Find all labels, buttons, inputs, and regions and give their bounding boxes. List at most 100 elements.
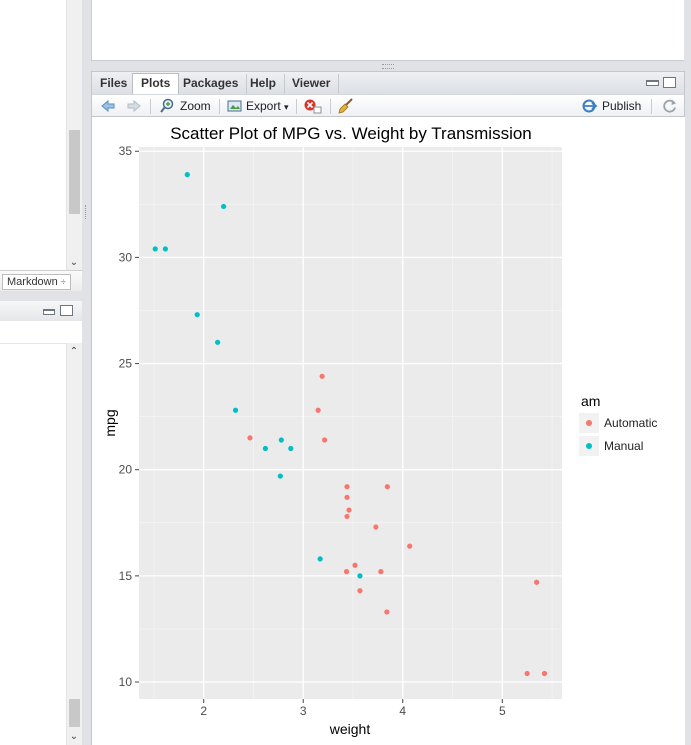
environment-pane[interactable] <box>91 0 685 61</box>
legend-swatch-automatic <box>586 420 592 426</box>
tab-files[interactable]: Files <box>92 74 137 94</box>
console-header <box>0 301 82 322</box>
point-automatic <box>541 670 548 677</box>
point-manual <box>162 246 168 252</box>
point-automatic <box>384 484 390 490</box>
splitter-grip-icon[interactable] <box>382 64 394 69</box>
point-manual <box>221 203 227 210</box>
arrow-left-icon[interactable] <box>100 98 116 114</box>
point-automatic <box>357 588 363 594</box>
tab-label: Packages <box>183 76 239 90</box>
vertical-splitter[interactable] <box>82 0 91 745</box>
caret-down-icon: ▾ <box>284 102 289 112</box>
console-scrollbar[interactable]: ⌃ ⌄ <box>66 343 82 745</box>
legend: am Automatic Manual <box>579 393 657 456</box>
legend-title: am <box>581 393 600 409</box>
y-tick-label: 15 <box>119 569 133 583</box>
right-edge <box>684 0 691 745</box>
point-automatic <box>373 524 379 530</box>
point-automatic <box>352 562 358 568</box>
splitter-grip-icon[interactable] <box>85 205 88 219</box>
publish-label: Publish <box>602 99 642 113</box>
plots-toolbar: Zoom Export ▾ Publish <box>91 94 685 117</box>
minimize-icon[interactable] <box>43 309 55 315</box>
point-manual <box>215 339 221 345</box>
export-label: Export <box>246 99 281 113</box>
tab-help[interactable]: Help <box>242 74 286 94</box>
data-points <box>152 172 548 677</box>
horizontal-splitter[interactable] <box>91 61 685 71</box>
broom-icon[interactable] <box>337 97 355 115</box>
publish-icon <box>582 99 598 113</box>
editor-scrollbar[interactable]: ⌄ <box>66 0 82 270</box>
console-scroll-thumb[interactable] <box>69 699 80 727</box>
point-automatic <box>322 437 328 443</box>
maximize-icon[interactable] <box>663 77 676 88</box>
zoom-icon <box>160 98 174 113</box>
chart-title: Scatter Plot of MPG vs. Weight by Transm… <box>170 124 532 143</box>
pane-tab-bar: Files Plots Packages Help Viewer <box>91 71 685 95</box>
point-manual <box>288 445 294 452</box>
point-automatic <box>378 569 384 575</box>
scroll-down-icon[interactable]: ⌄ <box>69 731 79 742</box>
publish-button[interactable]: Publish <box>602 98 641 114</box>
point-automatic <box>319 373 325 379</box>
scatter-plot: Scatter Plot of MPG vs. Weight by Transm… <box>102 124 657 737</box>
tab-plots[interactable]: Plots <box>132 73 180 95</box>
point-automatic <box>344 484 350 490</box>
x-tick-label: 3 <box>300 704 307 718</box>
file-type-label: Markdown <box>7 276 58 288</box>
point-automatic <box>346 507 352 513</box>
point-manual <box>152 246 158 252</box>
y-tick-label: 10 <box>119 675 133 689</box>
plot-panel <box>139 147 562 699</box>
editor-scroll-thumb[interactable] <box>69 130 80 214</box>
export-button[interactable]: Export ▾ <box>246 98 289 114</box>
point-automatic <box>315 407 321 413</box>
arrow-right-icon[interactable] <box>126 98 142 114</box>
tab-label: Viewer <box>292 76 331 90</box>
point-manual <box>278 437 284 443</box>
zoom-button[interactable]: Zoom <box>180 98 211 114</box>
point-automatic <box>524 670 530 677</box>
selector-arrows-icon: ÷ <box>60 277 66 287</box>
tab-packages[interactable]: Packages <box>175 74 248 94</box>
scroll-up-icon[interactable]: ⌃ <box>69 346 79 357</box>
point-automatic <box>344 513 350 520</box>
tab-label: Files <box>100 76 128 90</box>
tab-label: Help <box>250 76 277 90</box>
point-automatic <box>407 543 413 549</box>
minor-gridlines <box>139 147 562 699</box>
remove-plot-icon[interactable] <box>303 98 323 114</box>
major-gridlines <box>139 147 562 699</box>
y-tick-label: 35 <box>119 144 133 158</box>
editor-status-bar: Markdown ÷ <box>0 270 82 292</box>
maximize-icon[interactable] <box>60 305 73 316</box>
point-automatic <box>247 435 253 441</box>
point-automatic <box>344 494 350 500</box>
file-type-selector[interactable]: Markdown ÷ <box>2 274 71 290</box>
point-manual <box>262 445 269 452</box>
plot-viewer: Scatter Plot of MPG vs. Weight by Transm… <box>91 117 685 745</box>
point-manual <box>194 312 200 318</box>
x-tick-label: 5 <box>499 704 506 718</box>
point-manual <box>232 407 239 413</box>
point-automatic <box>343 569 350 575</box>
x-axis-label: weight <box>329 721 371 737</box>
y-tick-label: 30 <box>119 250 133 264</box>
scroll-down-icon[interactable]: ⌄ <box>69 257 79 268</box>
y-tick-label: 20 <box>119 463 133 477</box>
left-pane-splitter[interactable] <box>0 291 82 301</box>
point-automatic <box>384 609 390 615</box>
y-tick-label: 25 <box>119 357 133 371</box>
x-tick-label: 4 <box>399 704 406 718</box>
point-manual <box>317 556 323 562</box>
axes: 2 3 4 5 10 15 20 25 30 35 <box>119 144 506 718</box>
minimize-icon[interactable] <box>646 80 659 86</box>
zoom-label: Zoom <box>180 99 211 113</box>
point-manual <box>184 172 190 178</box>
tab-label: Plots <box>141 76 171 90</box>
tab-viewer[interactable]: Viewer <box>284 74 340 94</box>
refresh-icon[interactable] <box>662 98 678 114</box>
export-icon <box>227 100 242 112</box>
